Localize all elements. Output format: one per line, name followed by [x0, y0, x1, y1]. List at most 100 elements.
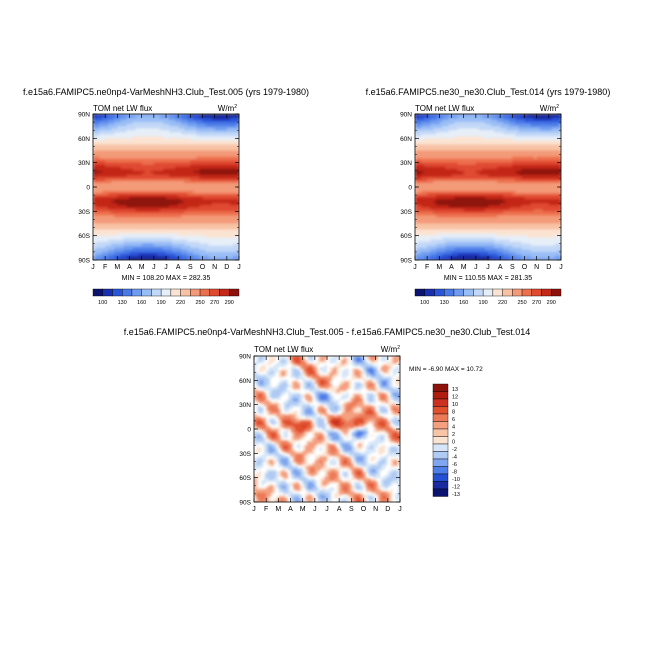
panel-2-x-tick-label: A [498, 264, 503, 271]
panel-2-units: W/m2 [540, 104, 559, 113]
panel-1-colorbar-swatch [102, 288, 113, 297]
panel-3-plot [254, 356, 400, 502]
panel-2-colorbar-swatch [414, 288, 425, 297]
panel-3-colorbar-label: 8 [452, 410, 455, 416]
panel-3-colorbar-label: -6 [452, 462, 457, 468]
panel-3-x-tick-label: M [275, 506, 281, 513]
panel-2-x-tick-label: A [449, 264, 454, 271]
panel-3-x-tick-label: J [313, 506, 317, 513]
panel-2-colorbar-swatch [531, 288, 542, 297]
panel-1-colorbar: 100 130 160 190 220 250 270 290 [92, 288, 240, 306]
panel-1-colorbar-swatch [131, 288, 142, 297]
panel-1-left-label: TOM net LW flux [93, 104, 152, 113]
panel-1-colorbar-swatch [199, 288, 210, 297]
panel-1-x-tick-label: D [224, 264, 229, 271]
panel-1-colorbar-label: 160 [137, 300, 146, 306]
panel-3-units: W/m2 [381, 345, 400, 354]
panel-1-colorbar-swatch [229, 288, 240, 297]
panel-3-colorbar-label: -8 [452, 470, 457, 476]
panel-1-colorbar-swatch [112, 288, 123, 297]
panel-1-colorbar-label: 290 [225, 300, 234, 306]
panel-1-x-tick-label: J [164, 264, 168, 271]
panel-2-colorbar-label: 160 [459, 300, 468, 306]
panel-1-colorbar-label: 270 [210, 300, 219, 306]
panel-2-colorbar-label: 220 [498, 300, 507, 306]
panel-2-colorbar-swatch [444, 288, 455, 297]
panel-3-colorbar-swatch [432, 428, 449, 437]
panel-2-plot [415, 114, 561, 260]
panel-1-x-tick-label: A [176, 264, 181, 271]
panel-3-colorbar-swatch [432, 473, 449, 482]
panel-3-x-tick-label: J [325, 506, 329, 513]
panel-2-colorbar-swatch [492, 288, 503, 297]
panel-1-x-tick-label: M [139, 264, 145, 271]
panel-2-colorbar-label: 130 [440, 300, 449, 306]
panel-3-colorbar-swatch [432, 413, 449, 422]
panel-2-stats: MIN = 110.55 MAX = 281.35 [444, 275, 532, 282]
panel-2-colorbar-swatch [453, 288, 464, 297]
panel-3-x-tick-label: M [300, 506, 306, 513]
panel-3: f.e15a6.FAMIPC5.ne0np4-VarMeshNH3.Club_T… [124, 327, 531, 513]
panel-3-colorbar-swatch [432, 451, 449, 460]
panel-1-x-tick-label: N [212, 264, 217, 271]
panel-2-colorbar-swatch [463, 288, 474, 297]
panel-3-colorbar-swatch [432, 481, 449, 490]
panel-3-colorbar-swatch [432, 421, 449, 430]
panel-3-x-tick-label: J [252, 506, 256, 513]
panel-1-colorbar-swatch [180, 288, 191, 297]
panel-1-x-tick-label: A [127, 264, 132, 271]
panel-1-x-tick-label: M [114, 264, 120, 271]
panel-1: f.e15a6.FAMIPC5.ne0np4-VarMeshNH3.Club_T… [23, 87, 309, 306]
panel-2-colorbar-label: 100 [420, 300, 429, 306]
panel-3-y-tick-label: 30S [239, 451, 251, 458]
panel-1-y-tick-label: 30N [78, 160, 90, 167]
panel-2-colorbar-label: 270 [532, 300, 541, 306]
panel-3-colorbar-label: 2 [452, 432, 455, 438]
panel-1-colorbar-swatch [190, 288, 201, 297]
panel-1-colorbar-label: 100 [98, 300, 107, 306]
panel-3-colorbar-label: 4 [452, 425, 455, 431]
panel-3-y-tick-label: 90N [239, 354, 251, 361]
panel-3-colorbar-label: -4 [452, 455, 457, 461]
panel-2-x-tick-label: S [510, 264, 515, 271]
panel-3-colorbar-swatch [432, 398, 449, 407]
panel-3-x-tick-label: F [264, 506, 268, 513]
panel-2-colorbar-swatch [512, 288, 523, 297]
panel-2-colorbar-swatch [521, 288, 532, 297]
panel-2-left-label: TOM net LW flux [415, 104, 474, 113]
panel-1-colorbar-swatch [160, 288, 172, 297]
panel-2-x-tick-label: J [413, 264, 417, 271]
panel-3-colorbar-swatch [432, 443, 449, 452]
panel-1-colorbar-swatch [141, 288, 152, 297]
panel-3-colorbar-label: -10 [452, 477, 460, 483]
panel-3-y-tick-label: 60N [239, 378, 251, 385]
panel-1-x-tick-label: O [200, 264, 206, 271]
panel-2-x-tick-label: O [522, 264, 528, 271]
panel-2-x-tick-label: J [474, 264, 478, 271]
panel-1-y-tick-label: 30S [78, 209, 90, 216]
panel-1-colorbar-label: 190 [157, 300, 166, 306]
panel-3-colorbar-swatch [432, 383, 449, 392]
panel-2-colorbar-swatch [482, 288, 494, 297]
panel-3-left-label: TOM net LW flux [254, 345, 313, 354]
panel-1-y-tick-label: 60S [78, 233, 90, 240]
panel-3-y-tick-label: 90S [239, 500, 251, 507]
panel-1-units: W/m2 [218, 104, 237, 113]
panel-3-colorbar-swatch [432, 466, 449, 475]
panel-3-colorbar-label: 12 [452, 395, 458, 401]
panel-3-colorbar-swatch [432, 406, 449, 415]
panel-1-x-tick-label: J [152, 264, 156, 271]
panel-3-y-tick-label: 0 [247, 427, 251, 434]
panel-1-colorbar-swatch [151, 288, 162, 297]
panel-1-x-tick-label: F [103, 264, 107, 271]
panel-2-colorbar-swatch [502, 288, 513, 297]
panel-3-x-tick-label: A [288, 506, 293, 513]
panel-3-colorbar-label: 0 [452, 440, 455, 446]
panel-2-y-tick-label: 60N [400, 136, 412, 143]
panel-3-colorbar-label: -13 [452, 492, 460, 498]
panel-2-y-tick-label: 30N [400, 160, 412, 167]
panel-1-colorbar-swatch [121, 288, 133, 297]
panel-2-colorbar-label: 190 [479, 300, 488, 306]
panel-1-x-tick-label: J [237, 264, 241, 271]
